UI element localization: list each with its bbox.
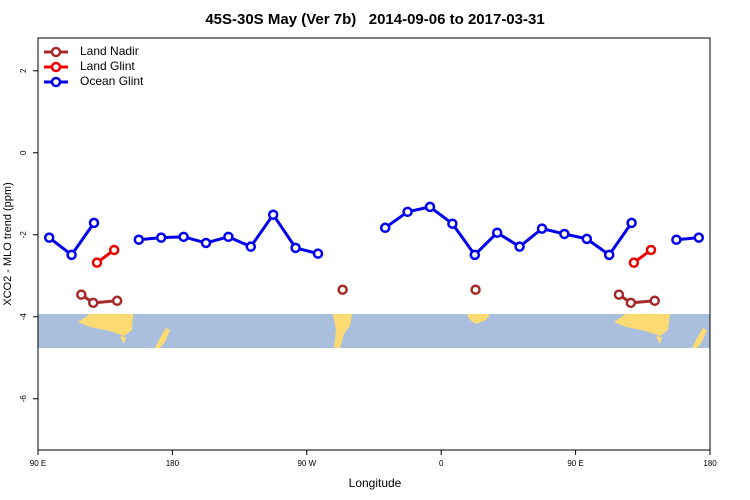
y-tick-label: -6 [19, 395, 28, 403]
new-zealand [155, 328, 170, 348]
x-tick-label: 0 [439, 459, 444, 468]
point [626, 217, 637, 229]
point [245, 241, 257, 252]
x-axis-label: Longitude [349, 476, 402, 490]
point [628, 257, 640, 268]
point [491, 227, 503, 238]
y-tick-label: -4 [19, 313, 28, 321]
point [76, 289, 87, 300]
point [613, 289, 625, 300]
ocean [38, 314, 710, 348]
point [91, 257, 103, 268]
x-tick-label: 90 E [567, 459, 583, 468]
point [581, 233, 593, 245]
point [649, 295, 660, 307]
point [66, 249, 77, 261]
australia [614, 314, 670, 336]
australia [78, 314, 133, 336]
y-axis-label: XCO2 - MLO trend (ppm) [2, 182, 14, 305]
point [645, 244, 657, 256]
point [470, 284, 481, 295]
x-tick-label: 90 W [297, 459, 316, 468]
south-america [333, 314, 352, 348]
legend-marker [50, 61, 62, 73]
point [379, 222, 391, 234]
point [625, 297, 637, 309]
point [111, 295, 123, 307]
series-line [48, 205, 699, 257]
point [337, 284, 348, 295]
point [43, 232, 55, 243]
point [603, 249, 615, 261]
point [559, 228, 570, 240]
new-zealand [692, 328, 707, 348]
point [88, 297, 99, 309]
africa [467, 314, 490, 324]
point [312, 248, 324, 259]
y-tick-label: -2 [19, 231, 28, 239]
series-line [96, 248, 652, 264]
point [133, 234, 145, 245]
point [108, 244, 120, 256]
chart-title: 45S-30S May (Ver 7b) 2014-09-06 to 2017-… [205, 11, 544, 28]
y-tick-label: 0 [19, 150, 28, 155]
point [155, 232, 167, 243]
point [402, 206, 413, 218]
tasmania [120, 336, 126, 344]
point [447, 218, 458, 229]
tasmania [656, 336, 662, 344]
map-strip [38, 314, 710, 348]
point [223, 231, 234, 243]
point [200, 237, 212, 249]
point [290, 242, 301, 254]
point [88, 217, 100, 229]
point [536, 223, 548, 234]
x-tick-label: 180 [166, 459, 180, 468]
point [693, 232, 705, 243]
legend-label: Land Nadir [80, 44, 139, 58]
point [424, 201, 436, 213]
plot-frame [37, 37, 711, 451]
point [469, 249, 481, 261]
legend-marker [50, 46, 62, 58]
series-line [80, 293, 655, 305]
legend-marker [50, 76, 62, 88]
y-tick-label: 2 [19, 68, 28, 73]
point [267, 209, 279, 220]
point [514, 241, 525, 252]
point [178, 231, 189, 243]
x-tick-label: 180 [703, 459, 717, 468]
point [671, 234, 682, 245]
legend-label: Ocean Glint [80, 74, 144, 88]
x-tick-label: 90 E [30, 459, 46, 468]
legend-label: Land Glint [80, 59, 135, 73]
